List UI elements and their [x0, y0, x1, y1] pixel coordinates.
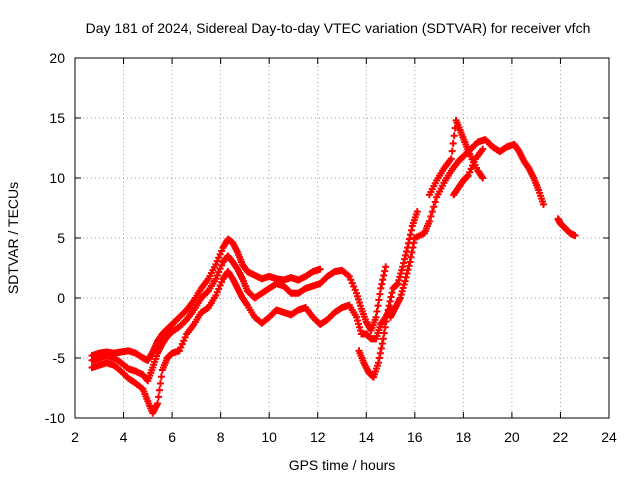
data-point: [447, 155, 455, 163]
data-point: [448, 147, 456, 155]
data-point: [155, 386, 163, 394]
y-tick-label: 20: [49, 50, 65, 66]
y-tick-label: -10: [45, 410, 65, 426]
x-tick-label: 24: [601, 429, 617, 445]
x-tick-label: 22: [553, 429, 569, 445]
x-tick-label: 10: [261, 429, 277, 445]
data-points: [88, 116, 579, 417]
y-tick-label: 15: [49, 110, 65, 126]
data-point: [449, 139, 457, 147]
data-point: [154, 393, 162, 401]
data-point: [413, 208, 421, 216]
data-point: [156, 379, 164, 387]
data-point: [430, 203, 438, 211]
x-tick-label: 12: [310, 429, 326, 445]
data-point: [479, 145, 487, 153]
data-point: [571, 232, 579, 240]
x-tick-label: 4: [120, 429, 128, 445]
data-point: [479, 174, 487, 182]
y-tick-label: 5: [57, 230, 65, 246]
y-tick-label: 0: [57, 290, 65, 306]
data-point: [431, 198, 439, 206]
data-point: [427, 212, 435, 220]
chart-title: Day 181 of 2024, Sidereal Day-to-day VTE…: [86, 20, 591, 36]
plot-frame: [74, 57, 610, 419]
x-tick-label: 2: [71, 429, 79, 445]
x-tick-label: 6: [168, 429, 176, 445]
data-point: [316, 265, 324, 273]
x-tick-label: 14: [358, 429, 374, 445]
x-axis-label: GPS time / hours: [289, 457, 396, 473]
y-tick-label: -5: [53, 350, 66, 366]
data-point: [154, 400, 162, 408]
data-point: [450, 132, 458, 140]
data-point: [157, 373, 165, 381]
data-point: [425, 217, 433, 225]
data-point: [382, 263, 390, 271]
x-tick-label: 20: [504, 429, 520, 445]
x-tick-label: 8: [217, 429, 225, 445]
x-tick-label: 18: [456, 429, 472, 445]
data-point: [539, 200, 547, 208]
y-tick-label: 10: [49, 170, 65, 186]
x-tick-label: 16: [407, 429, 423, 445]
data-point: [428, 208, 436, 216]
y-axis-label: SDTVAR / TECUs: [5, 182, 21, 294]
